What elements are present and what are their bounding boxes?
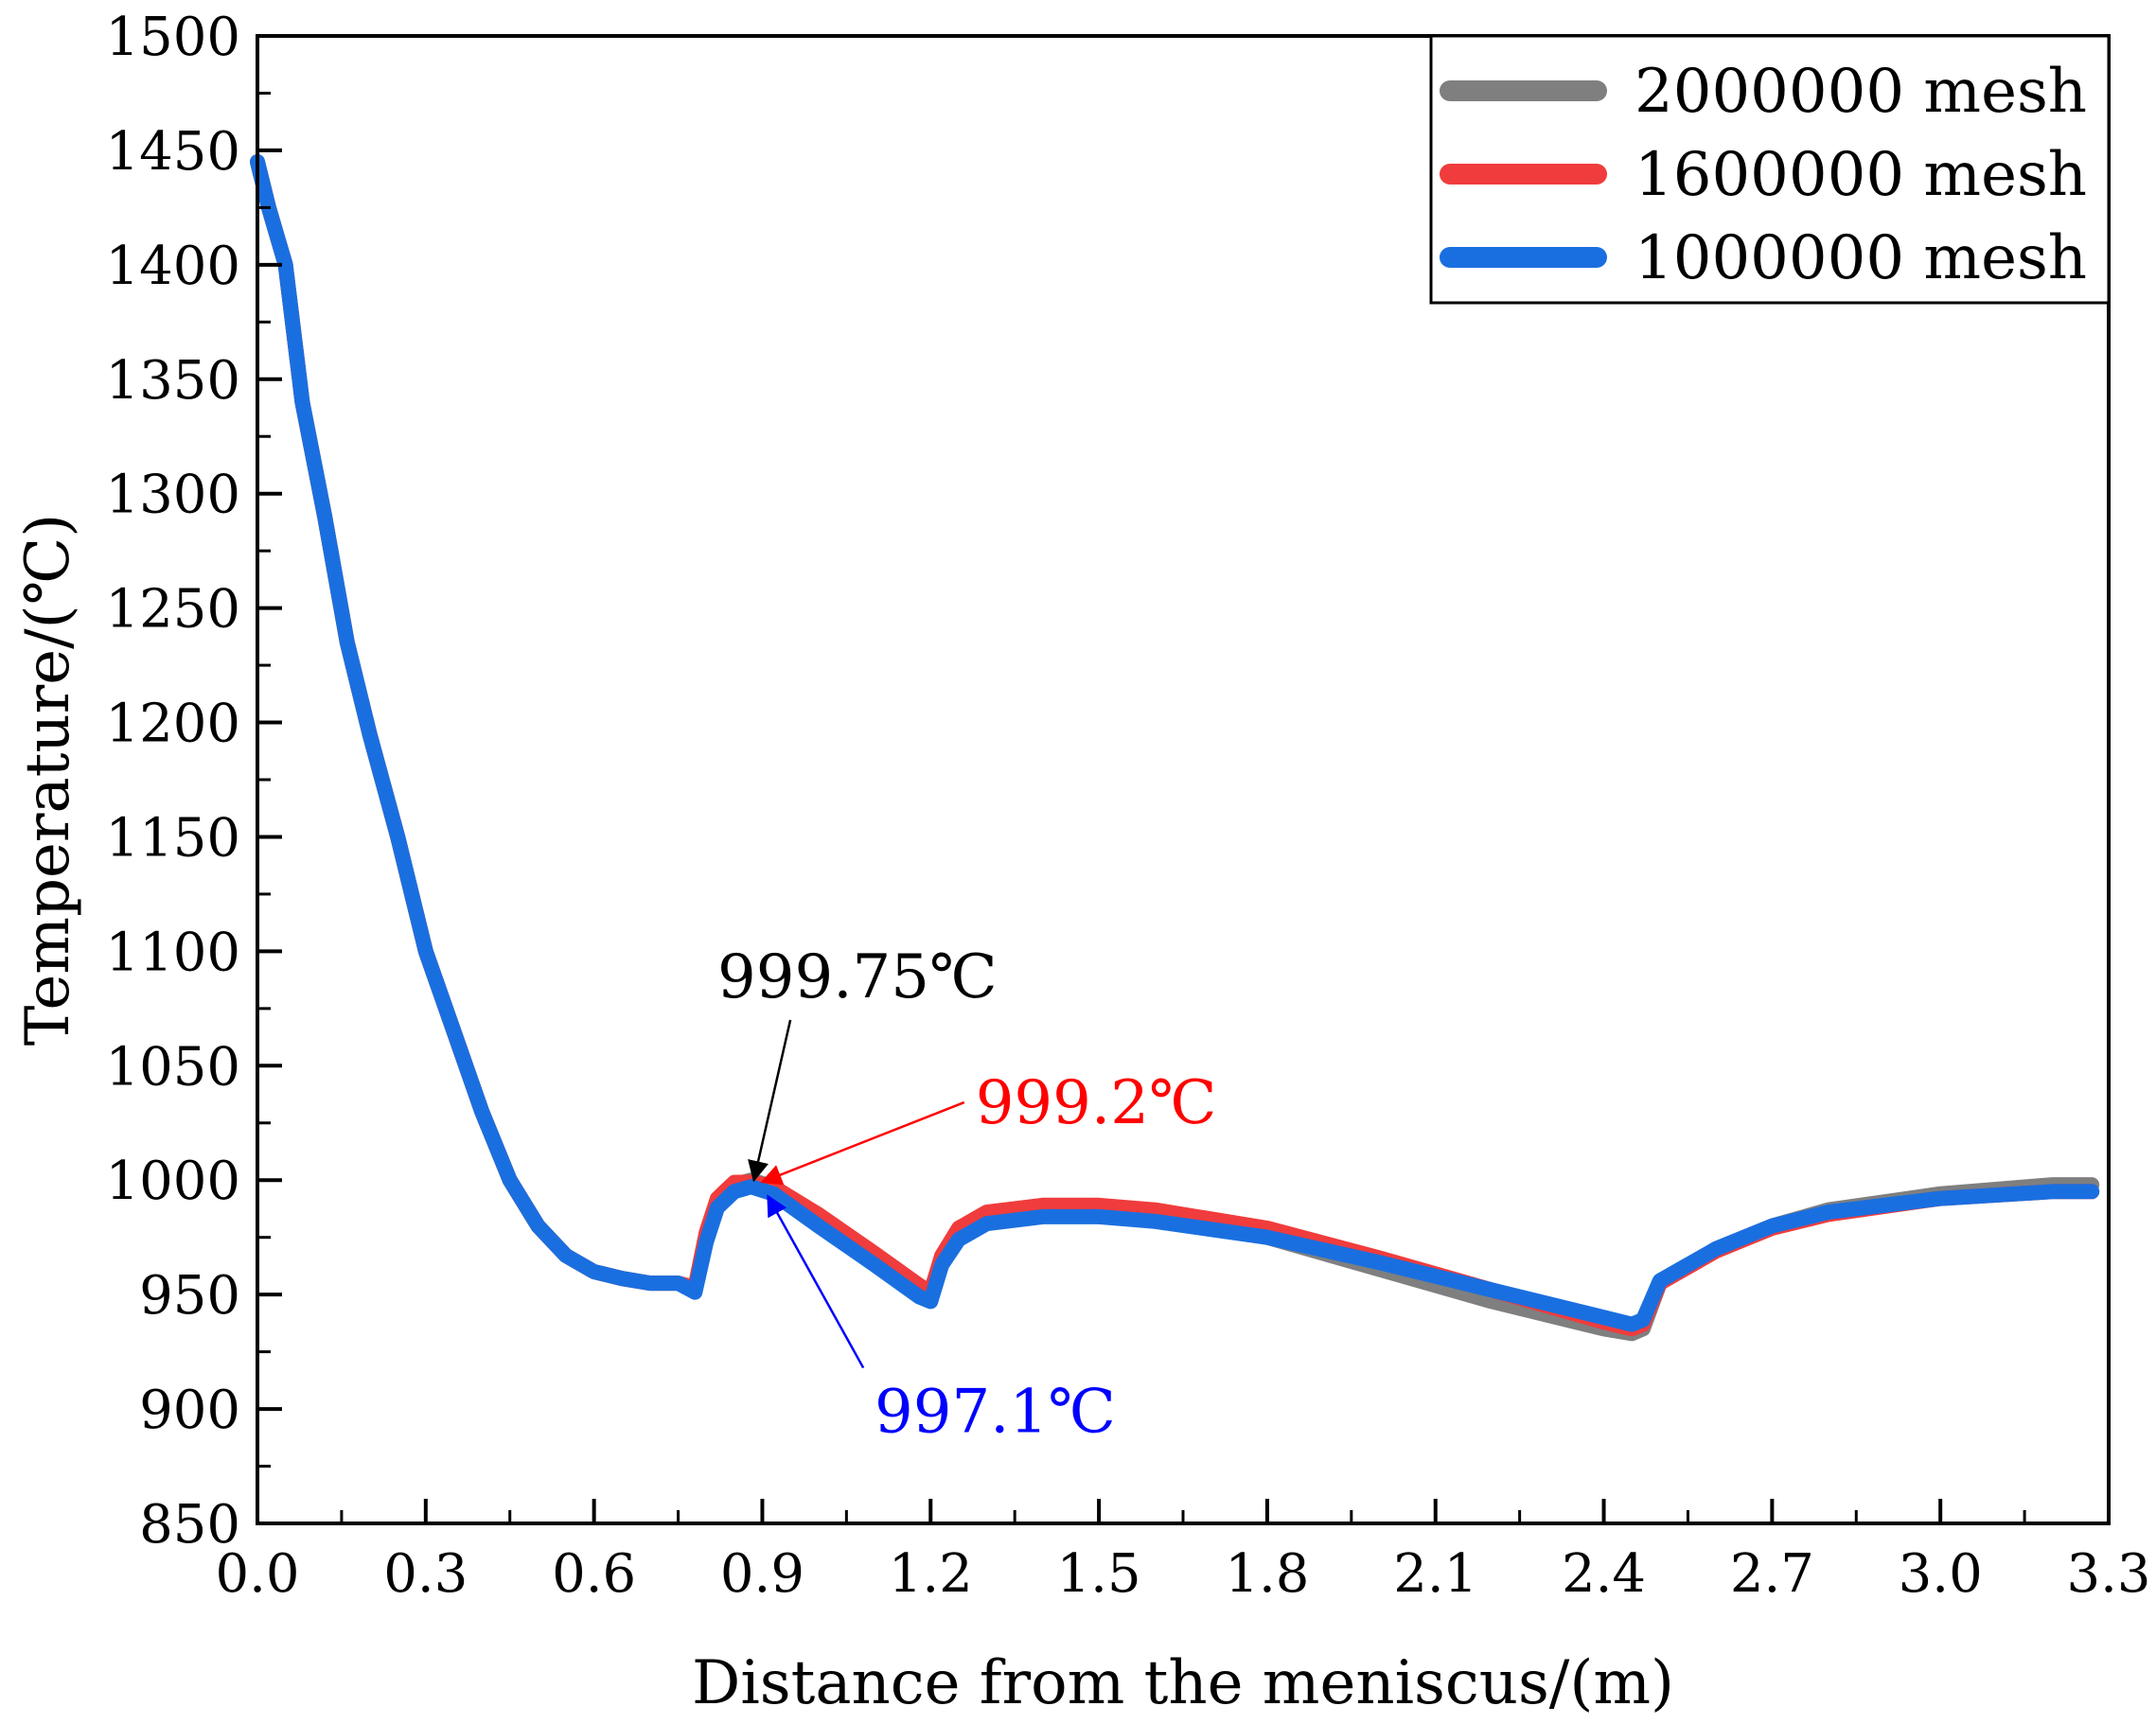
y-tick-label: 1000 — [105, 1151, 240, 1212]
x-tick-label: 2.1 — [1393, 1543, 1477, 1605]
y-tick-label: 1100 — [105, 922, 240, 983]
x-tick-label: 3.0 — [1899, 1543, 1983, 1605]
legend: 2000000 mesh 1600000 mesh 1000000 mesh — [1429, 34, 2111, 305]
annotation-label-999-2: 999.2℃ — [976, 1068, 1217, 1138]
y-tick-label: 950 — [139, 1265, 240, 1327]
x-tick-label: 1.8 — [1225, 1543, 1309, 1605]
series-layer — [250, 154, 2100, 1342]
plot-area-frame — [256, 34, 2111, 1525]
x-axis-ticks: 0.0 0.3 0.6 0.9 1.2 1.5 1.8 2.1 2.4 2.7 3.0 3.3 — [215, 1499, 2151, 1605]
x-axis-title: Distance from the meniscus/(m) — [692, 1648, 1674, 1718]
peak-annotations: 999.75℃ 999.2℃ 997.1℃ — [717, 942, 1216, 1448]
y-tick-label: 1400 — [105, 236, 240, 297]
x-tick-label: 0.3 — [383, 1543, 468, 1605]
series-line-2000000-mesh — [250, 154, 2100, 1342]
annotation-arrow-999-75 — [748, 1019, 792, 1183]
annotation-arrow-997-1 — [767, 1194, 865, 1369]
y-tick-label: 1050 — [105, 1036, 240, 1098]
x-tick-label: 2.7 — [1730, 1543, 1814, 1605]
y-tick-label: 1500 — [105, 7, 240, 68]
y-tick-label: 1450 — [105, 121, 240, 183]
legend-label-2000000-mesh: 2000000 mesh — [1635, 57, 2087, 127]
annotation-label-997-1: 997.1℃ — [875, 1377, 1116, 1447]
annotation-arrow-999-2 — [760, 1100, 965, 1186]
y-tick-label: 850 — [139, 1494, 240, 1556]
y-tick-label: 1250 — [105, 579, 240, 641]
x-tick-label: 1.2 — [889, 1543, 973, 1605]
y-tick-label: 900 — [139, 1380, 240, 1441]
annotation-label-999-75: 999.75℃ — [717, 942, 998, 1012]
legend-label-1600000-mesh: 1600000 mesh — [1635, 140, 2087, 210]
x-tick-label: 3.3 — [2066, 1543, 2150, 1605]
x-tick-label: 0.6 — [552, 1543, 636, 1605]
y-tick-label: 1200 — [105, 694, 240, 755]
x-tick-label: 2.4 — [1562, 1543, 1646, 1605]
series-line-1600000-mesh — [250, 154, 2100, 1337]
series-line-1000000-mesh — [250, 154, 2100, 1332]
y-tick-label: 1300 — [105, 465, 240, 526]
x-tick-label: 1.5 — [1057, 1543, 1141, 1605]
legend-label-1000000-mesh: 1000000 mesh — [1635, 223, 2087, 293]
x-tick-label: 0.0 — [215, 1543, 299, 1605]
y-tick-label: 1150 — [105, 807, 240, 869]
y-tick-label: 1350 — [105, 350, 240, 412]
y-axis-ticks: 850 900 950 1000 1050 1100 1150 1200 1250 1300 135… — [105, 7, 282, 1556]
y-axis-title: Temperature/(℃) — [13, 514, 83, 1046]
x-tick-label: 0.9 — [720, 1543, 804, 1605]
